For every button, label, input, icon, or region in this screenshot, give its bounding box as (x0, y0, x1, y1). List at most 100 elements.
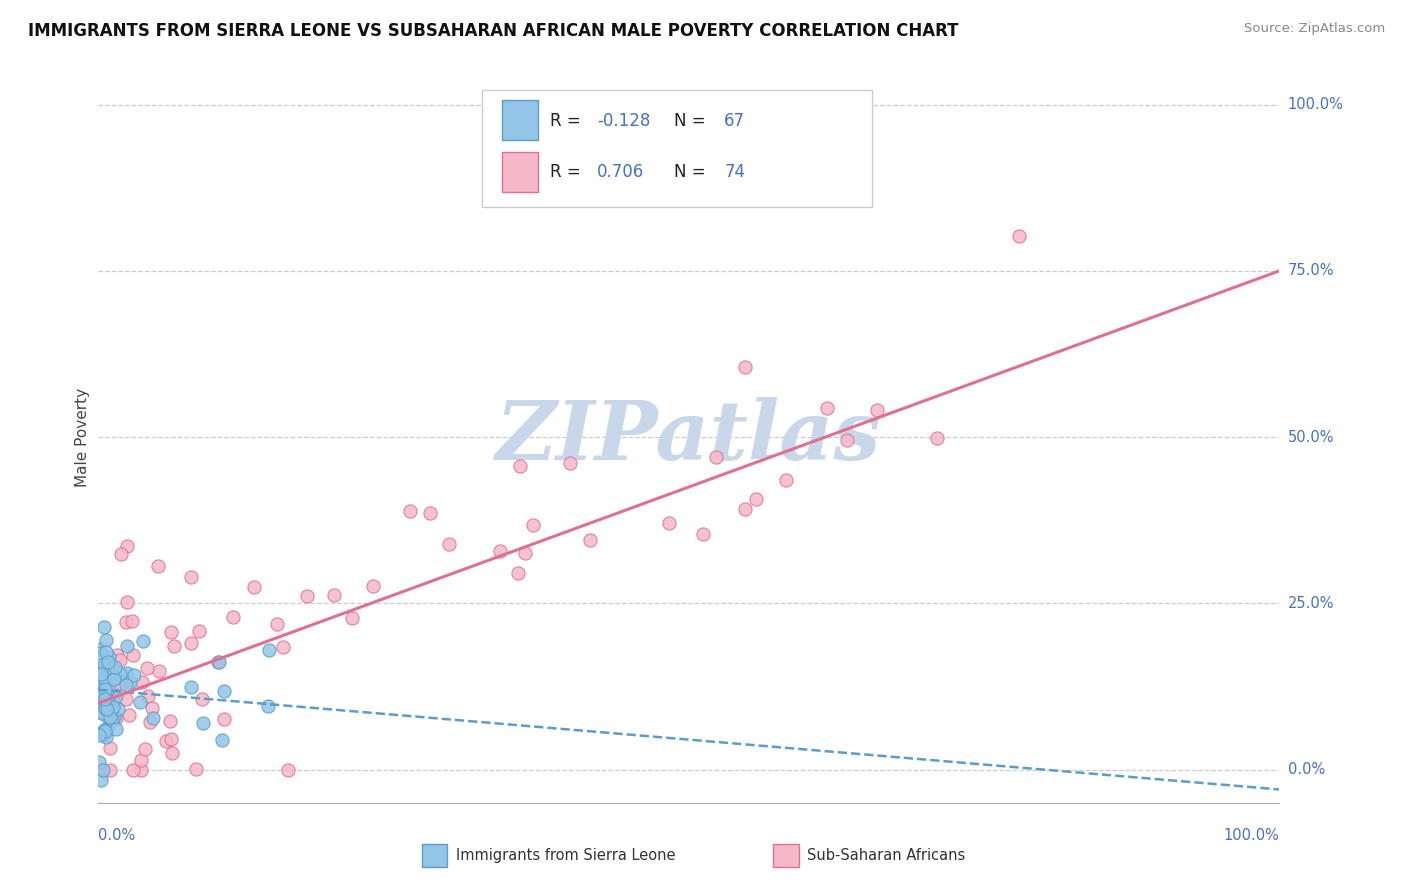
Point (1008, 228, 1031, 243)
Point (163, 639, 186, 653)
Point (129, 753, 152, 767)
Point (256, 699, 278, 714)
Point (87, 728, 110, 742)
Point (98, 710, 121, 724)
Point (134, 741, 156, 756)
FancyBboxPatch shape (482, 90, 872, 207)
Point (399, 504, 422, 518)
Point (506, 566, 529, 580)
Text: R =: R = (550, 163, 585, 181)
Point (141, 700, 163, 714)
Point (96, 708, 118, 723)
Point (419, 506, 441, 520)
Point (87, 674, 110, 689)
Point (121, 614, 143, 628)
Point (193, 716, 215, 731)
Point (159, 714, 181, 728)
Point (122, 667, 145, 681)
Point (105, 648, 128, 663)
Text: 0.0%: 0.0% (98, 828, 135, 843)
Point (103, 673, 125, 687)
Point (121, 763, 143, 777)
Point (103, 700, 125, 714)
Point (96, 692, 118, 706)
Text: 50.0%: 50.0% (1288, 430, 1334, 444)
Point (100, 703, 122, 717)
Point (93, 727, 115, 741)
Point (93, 679, 115, 693)
Point (93, 657, 115, 671)
Point (342, 611, 364, 625)
Point (692, 527, 714, 541)
Point (104, 670, 127, 684)
Point (96, 700, 118, 714)
Point (90, 772, 112, 787)
Text: IMMIGRANTS FROM SIERRA LEONE VS SUBSAHARAN AFRICAN MALE POVERTY CORRELATION CHAR: IMMIGRANTS FROM SIERRA LEONE VS SUBSAHAR… (28, 22, 959, 40)
Point (115, 665, 138, 680)
Point (115, 677, 138, 691)
Text: Sub-Saharan Africans: Sub-Saharan Africans (807, 848, 966, 863)
Point (704, 450, 727, 464)
Point (212, 712, 235, 726)
Point (115, 692, 138, 706)
Point (94, 645, 117, 659)
Point (560, 456, 582, 470)
Point (114, 615, 136, 630)
Point (122, 648, 145, 663)
Point (323, 589, 346, 603)
Point (835, 433, 858, 447)
Point (96, 701, 118, 715)
Text: 74: 74 (724, 163, 745, 181)
Point (148, 664, 170, 678)
Point (579, 533, 602, 547)
Point (89, 755, 111, 769)
Point (180, 680, 202, 694)
FancyBboxPatch shape (502, 152, 537, 192)
Text: 0.0%: 0.0% (1288, 762, 1324, 777)
Point (927, 431, 949, 445)
Text: N =: N = (673, 112, 710, 129)
Point (93, 620, 115, 634)
Point (146, 558, 169, 573)
Point (259, 643, 281, 657)
Point (439, 537, 461, 551)
Point (222, 610, 245, 624)
Point (94, 692, 117, 706)
Point (243, 580, 266, 594)
Point (191, 691, 214, 706)
Point (515, 546, 537, 560)
Point (104, 711, 127, 725)
Point (94, 701, 117, 715)
Text: Immigrants from Sierra Leone: Immigrants from Sierra Leone (456, 848, 675, 863)
Point (155, 733, 177, 747)
Point (136, 689, 159, 703)
Point (139, 714, 162, 729)
Point (101, 713, 124, 727)
Point (489, 543, 512, 558)
Point (815, 401, 838, 415)
Point (98, 649, 121, 664)
FancyBboxPatch shape (502, 100, 537, 140)
Text: 67: 67 (724, 112, 745, 129)
Point (91, 763, 114, 777)
Point (89, 684, 111, 698)
Point (91, 706, 114, 720)
Point (208, 655, 231, 669)
Point (117, 539, 139, 553)
Point (90, 696, 112, 710)
Point (97, 682, 120, 697)
Point (277, 763, 299, 777)
Point (866, 403, 889, 417)
Point (108, 652, 131, 666)
Point (105, 689, 128, 703)
Point (94, 682, 117, 697)
Point (658, 516, 681, 530)
Point (129, 695, 152, 709)
Point (136, 661, 159, 675)
Point (160, 732, 183, 747)
Point (89, 687, 111, 701)
Point (91, 706, 114, 720)
Point (180, 636, 202, 650)
Point (104, 660, 127, 674)
Point (522, 517, 544, 532)
